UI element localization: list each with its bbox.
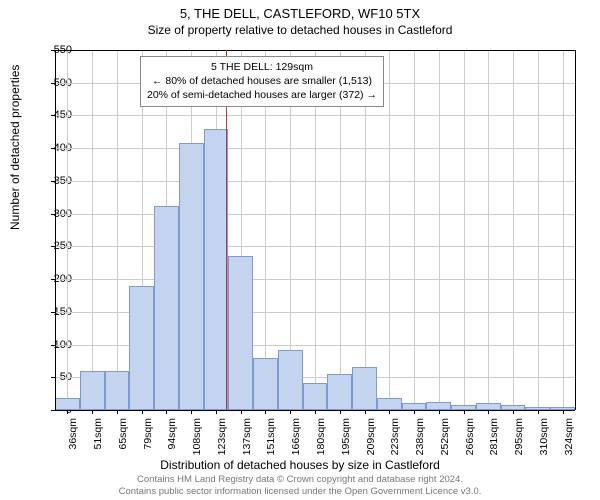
grid-line-v [513, 50, 514, 410]
x-tick-label: 151sqm [265, 418, 277, 458]
x-tick-label: 94sqm [166, 418, 178, 458]
grid-line-v [414, 50, 415, 410]
x-tick-label: 166sqm [290, 418, 302, 458]
x-tick-label: 324sqm [563, 418, 575, 458]
annotation-line3: 20% of semi-detached houses are larger (… [147, 89, 377, 101]
grid-line-v [389, 50, 390, 410]
x-tick-label: 79sqm [142, 418, 154, 458]
x-tick-label: 123sqm [216, 418, 228, 458]
histogram-bar [105, 371, 130, 410]
chart-container: 5, THE DELL, CASTLEFORD, WF10 5TX Size o… [0, 0, 600, 500]
x-tick-label: 209sqm [365, 418, 377, 458]
histogram-bar [55, 398, 80, 410]
footnote: Contains HM Land Registry data © Crown c… [0, 474, 600, 498]
histogram-bar [253, 358, 278, 410]
histogram-bar [377, 398, 402, 410]
grid-line-v [439, 50, 440, 410]
x-tick-label: 137sqm [241, 418, 253, 458]
x-tick-label: 223sqm [389, 418, 401, 458]
x-tick-label: 180sqm [315, 418, 327, 458]
annotation-line2: ← 80% of detached houses are smaller (1,… [152, 75, 372, 87]
x-tick-label: 252sqm [439, 418, 451, 458]
chart-subtitle: Size of property relative to detached ho… [0, 21, 600, 37]
histogram-bar [352, 367, 377, 410]
grid-line-v [563, 50, 564, 410]
grid-line-v [538, 50, 539, 410]
annotation-line1: 5 THE DELL: 129sqm [211, 61, 313, 73]
histogram-bar [278, 350, 303, 410]
x-tick-label: 281sqm [488, 418, 500, 458]
grid-line-v [117, 50, 118, 410]
histogram-bar [154, 206, 179, 410]
grid-line-v [464, 50, 465, 410]
x-tick-label: 295sqm [513, 418, 525, 458]
x-tick-label: 266sqm [464, 418, 476, 458]
x-tick-label: 310sqm [538, 418, 550, 458]
annotation-box: 5 THE DELL: 129sqm ← 80% of detached hous… [140, 56, 384, 107]
chart-title: 5, THE DELL, CASTLEFORD, WF10 5TX [0, 0, 600, 21]
histogram-bar [80, 371, 105, 410]
histogram-bar [228, 256, 253, 410]
plot-area: 5 THE DELL: 129sqm ← 80% of detached hous… [55, 50, 575, 410]
grid-line-v [488, 50, 489, 410]
histogram-bar [426, 402, 451, 410]
x-axis-label: Distribution of detached houses by size … [0, 458, 600, 472]
x-tick-label: 108sqm [191, 418, 203, 458]
x-tick-label: 51sqm [92, 418, 104, 458]
histogram-bar [129, 286, 154, 410]
x-tick-label: 36sqm [67, 418, 79, 458]
histogram-bar [179, 143, 204, 410]
histogram-bar [204, 129, 229, 410]
footnote-line1: Contains HM Land Registry data © Crown c… [137, 474, 463, 485]
footnote-line2: Contains public sector information licen… [119, 486, 482, 497]
y-axis-label: Number of detached properties [8, 65, 22, 230]
histogram-bar [303, 383, 328, 410]
x-tick-label: 195sqm [340, 418, 352, 458]
grid-line-v [92, 50, 93, 410]
x-tick-label: 65sqm [117, 418, 129, 458]
x-tick-label: 238sqm [414, 418, 426, 458]
histogram-bar [327, 374, 352, 410]
grid-line-v [67, 50, 68, 410]
